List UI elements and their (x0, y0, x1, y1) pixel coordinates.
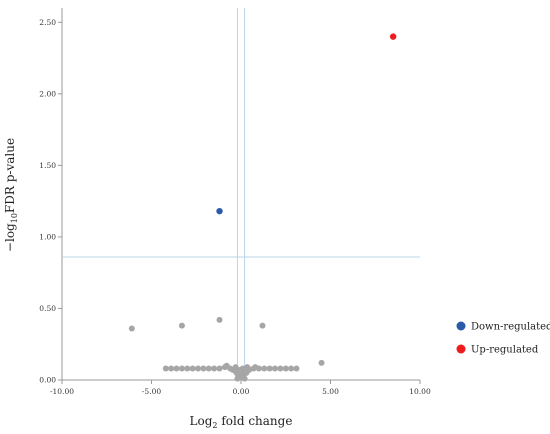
data-point-ns (223, 362, 230, 369)
data-point-ns (229, 366, 236, 373)
x-tick-label: 5.00 (322, 387, 339, 396)
y-tick-label: 2.50 (39, 18, 56, 27)
data-point-ns (272, 365, 279, 372)
plot-area: 0.00 0.50 1.00 1.50 2.00 2.50 -10.00 -5.00 0.00 5… (39, 8, 431, 396)
data-point-ns (266, 365, 273, 372)
x-tick-label: -5.00 (142, 387, 161, 396)
legend-marker-down (456, 321, 466, 331)
data-point-up (389, 33, 397, 40)
y-axis-title: −log10FDR p-value (3, 138, 19, 252)
x-tick-label: 0.00 (233, 387, 250, 396)
data-point-ns (293, 365, 300, 372)
x-tick-label: 10.00 (409, 387, 431, 396)
data-point-ns (178, 322, 185, 329)
data-point-ns (238, 368, 244, 375)
data-point-ns (246, 366, 253, 373)
data-point-ns (184, 365, 191, 372)
data-point-ns (277, 365, 284, 372)
data-point-ns (252, 364, 259, 371)
data-point-ns (318, 359, 325, 366)
data-point-ns (162, 365, 169, 372)
x-axis-title-rest: fold change (218, 414, 293, 428)
legend-marker-up (456, 344, 466, 354)
data-point-ns (128, 325, 135, 332)
data-point-ns (216, 316, 223, 323)
data-point-ns (173, 365, 180, 372)
x-axis-title: Log2 fold change (190, 414, 293, 430)
y-axis-title-rest: FDR p-value (3, 138, 17, 213)
y-tick-label: 1.00 (39, 232, 56, 241)
x-tick-label: -10.00 (50, 387, 74, 396)
data-point-ns (205, 365, 212, 372)
data-point-ns (282, 365, 289, 372)
data-point-ns (261, 365, 268, 372)
data-point-ns (178, 365, 185, 372)
data-point-ns (241, 375, 248, 382)
legend-label-down: Down-regulated (471, 322, 550, 333)
y-tick-label: 2.00 (39, 89, 56, 98)
y-axis-title-subscript: 10 (10, 213, 19, 223)
legend-label-up: Up-regulated (471, 345, 539, 356)
data-point-ns (211, 365, 218, 372)
data-point-ns (168, 365, 175, 372)
data-point-down (216, 207, 223, 215)
data-point-ns (195, 365, 202, 372)
data-point-ns (216, 365, 223, 372)
data-point-ns (259, 322, 266, 329)
y-tick-label: 0.50 (39, 304, 56, 313)
x-axis-title-subscript: 2 (212, 421, 217, 430)
y-tick-label: 0.00 (39, 376, 56, 385)
data-point-ns (200, 365, 207, 372)
legend: Down-regulated Up-regulated (456, 321, 550, 356)
y-tick-label: 1.50 (39, 161, 56, 170)
data-point-ns (189, 365, 196, 372)
data-point-ns (288, 365, 295, 372)
data-point-ns (234, 375, 241, 382)
